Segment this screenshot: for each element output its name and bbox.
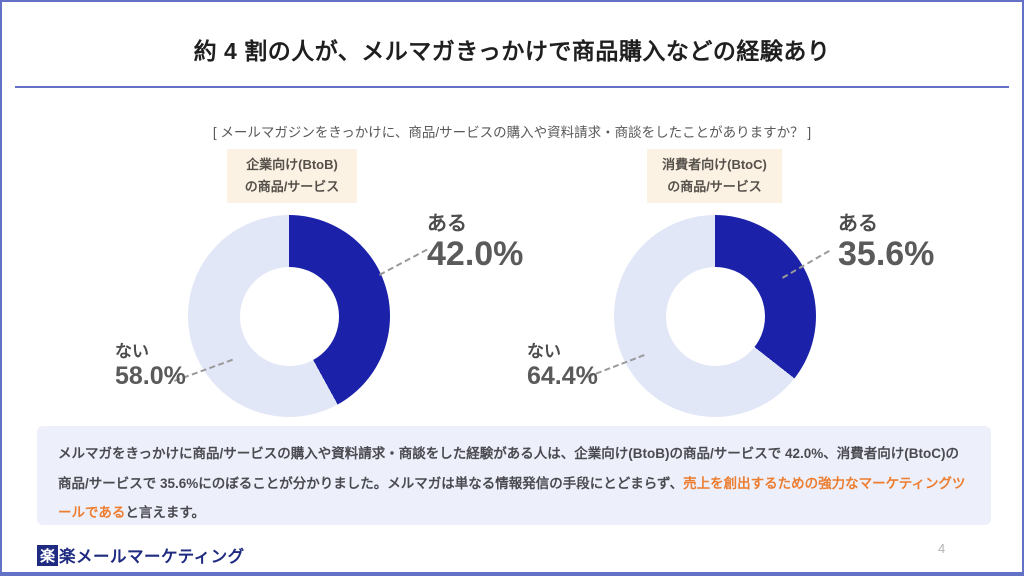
category-label: ない (527, 342, 561, 361)
summary-box: メルマガをきっかけに商品/サービスの購入や資料請求・商談をした経験がある人は、企… (37, 426, 991, 525)
summary-text: メルマガをきっかけに商品/サービスの購入や資料請求・商談をした経験がある人は、企… (58, 446, 959, 491)
category-label: ない (115, 342, 149, 361)
summary-highlight: 売上を創出するための強力なマーケティングツールである (58, 475, 966, 521)
page-title: 約 4 割の人が、メルマガきっかけで商品購入などの経験あり (193, 38, 831, 64)
data-label-btob-aru: ある 42.0% (427, 212, 523, 273)
chart-title-btob: 企業向け(BtoB) の商品/サービス (227, 149, 357, 204)
category-label: ある (838, 213, 878, 235)
percent-value: 42.0% (427, 235, 524, 273)
data-label-btoc-aru: ある 35.6% (838, 212, 934, 273)
donut-chart-btoc (614, 215, 816, 417)
title-divider (15, 86, 1009, 88)
data-label-btob-nai: ない 58.0% (115, 342, 186, 391)
summary-text: と言えます。 (125, 505, 206, 521)
chart-title-line: 企業向け(BtoB) (246, 157, 338, 172)
chart-title-line: の商品/サービス (244, 179, 340, 195)
chart-title-line: 消費者向け(BtoC) (662, 157, 767, 172)
leader-line (379, 248, 428, 276)
donut-chart-btob (188, 215, 390, 417)
percent-value: 64.4% (527, 362, 598, 391)
data-label-btoc-nai: ない 64.4% (527, 342, 598, 391)
logo: 楽 楽メールマーケティング (37, 543, 245, 567)
logo-mark-icon: 楽 (37, 544, 58, 566)
category-label: ある (427, 213, 467, 235)
chart-title-line: の商品/サービス (667, 179, 762, 195)
survey-question: [ メールマガジンをきっかけに、商品/サービスの購入や資料請求・商談をしたことが… (212, 125, 812, 140)
percent-value: 58.0% (115, 362, 186, 391)
percent-value: 35.6% (838, 235, 935, 273)
logo-text: 楽メールマーケティング (59, 548, 245, 566)
page-number: 4 (938, 541, 946, 556)
chart-title-btoc: 消費者向け(BtoC) の商品/サービス (647, 149, 782, 204)
